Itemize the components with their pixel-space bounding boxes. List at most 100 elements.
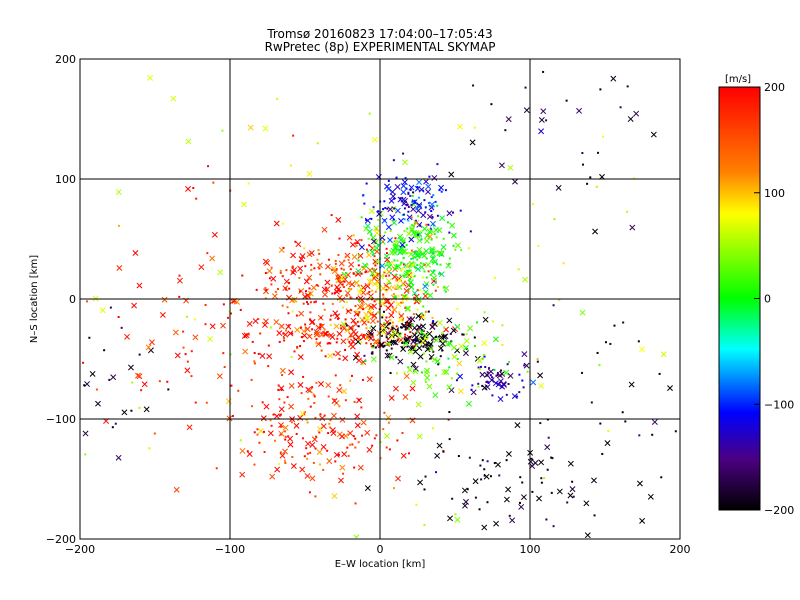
dot-marker xyxy=(117,315,120,318)
cross-marker xyxy=(330,412,337,419)
dot-marker xyxy=(368,244,371,247)
dot-marker xyxy=(178,274,181,277)
dot-marker xyxy=(410,257,413,260)
dot-marker xyxy=(344,322,347,325)
dot-marker xyxy=(360,239,363,242)
dot-marker xyxy=(223,366,226,369)
dot-marker xyxy=(465,333,468,336)
cross-marker xyxy=(341,388,348,395)
cross-marker xyxy=(418,264,425,271)
dot-marker xyxy=(349,335,352,338)
dot-marker xyxy=(530,457,533,460)
cross-marker xyxy=(320,423,327,430)
cross-marker xyxy=(416,179,423,186)
dot-marker xyxy=(318,267,321,270)
cross-marker xyxy=(397,358,404,365)
cross-marker xyxy=(439,215,446,222)
dot-marker xyxy=(601,452,604,455)
dot-marker xyxy=(455,379,458,382)
cross-marker xyxy=(440,244,447,251)
dot-marker xyxy=(637,340,640,343)
dot-marker xyxy=(330,284,333,287)
dot-marker xyxy=(195,197,198,200)
cross-marker xyxy=(333,323,340,330)
dot-marker xyxy=(251,340,254,343)
cross-marker xyxy=(387,206,394,213)
dot-marker xyxy=(194,401,197,404)
cross-marker xyxy=(394,183,401,190)
dot-marker xyxy=(406,203,409,206)
cross-marker xyxy=(434,358,441,365)
dot-marker xyxy=(190,350,193,353)
cross-marker xyxy=(262,125,269,132)
cross-marker xyxy=(667,385,673,392)
dot-marker xyxy=(411,200,414,203)
cross-marker xyxy=(441,369,448,376)
dot-marker xyxy=(394,296,397,299)
dot-marker xyxy=(370,345,373,348)
dot-marker xyxy=(331,302,334,305)
dot-marker xyxy=(393,487,396,490)
dot-marker xyxy=(369,327,372,330)
dot-marker xyxy=(360,341,363,344)
dot-marker xyxy=(348,288,351,291)
dot-marker xyxy=(518,373,521,376)
dot-marker xyxy=(221,129,224,132)
cross-marker xyxy=(306,251,313,258)
dot-marker xyxy=(371,253,374,256)
dot-marker xyxy=(372,345,375,348)
dot-marker xyxy=(431,206,434,209)
dot-marker xyxy=(352,435,355,438)
dot-marker xyxy=(621,411,624,414)
dot-marker xyxy=(347,258,350,261)
cross-marker xyxy=(354,422,361,429)
dot-marker xyxy=(448,366,451,369)
dot-marker xyxy=(404,328,407,331)
cross-marker xyxy=(143,406,150,413)
cross-marker xyxy=(538,382,545,389)
dot-marker xyxy=(519,476,522,479)
dot-marker xyxy=(361,363,364,366)
cross-marker xyxy=(211,231,218,238)
dot-marker xyxy=(382,428,385,431)
dot-marker xyxy=(312,393,315,396)
cross-marker xyxy=(367,267,374,274)
dot-marker xyxy=(319,323,322,326)
cross-marker xyxy=(447,515,453,522)
dot-marker xyxy=(381,314,384,317)
cross-marker xyxy=(426,330,433,337)
cross-marker xyxy=(507,372,514,379)
dot-marker xyxy=(385,316,388,319)
dot-marker xyxy=(343,280,346,283)
cross-marker xyxy=(135,372,141,379)
dot-marker xyxy=(389,322,392,325)
cross-marker xyxy=(273,319,280,325)
dot-marker xyxy=(390,347,393,350)
dot-marker xyxy=(376,320,379,323)
dot-marker xyxy=(422,352,425,355)
dot-marker xyxy=(399,263,402,266)
dot-marker xyxy=(531,490,534,493)
cross-marker xyxy=(627,116,634,122)
cross-marker xyxy=(385,185,392,192)
dot-marker xyxy=(230,384,233,387)
dot-marker xyxy=(314,447,317,450)
cross-marker xyxy=(432,392,439,399)
dot-marker xyxy=(409,188,412,191)
cross-marker xyxy=(309,441,316,448)
dot-marker xyxy=(368,290,371,293)
dot-marker xyxy=(354,305,357,308)
dot-marker xyxy=(395,279,398,282)
cross-marker xyxy=(356,357,363,364)
dot-marker xyxy=(366,319,369,322)
cross-marker xyxy=(488,377,495,384)
cross-marker xyxy=(424,374,431,381)
dot-marker xyxy=(370,217,373,220)
dot-marker xyxy=(403,239,406,242)
dot-marker xyxy=(604,341,607,344)
dot-marker xyxy=(484,365,487,368)
dot-marker xyxy=(331,292,334,295)
dot-marker xyxy=(315,338,318,341)
dot-marker xyxy=(363,202,366,205)
dot-marker xyxy=(599,422,602,425)
